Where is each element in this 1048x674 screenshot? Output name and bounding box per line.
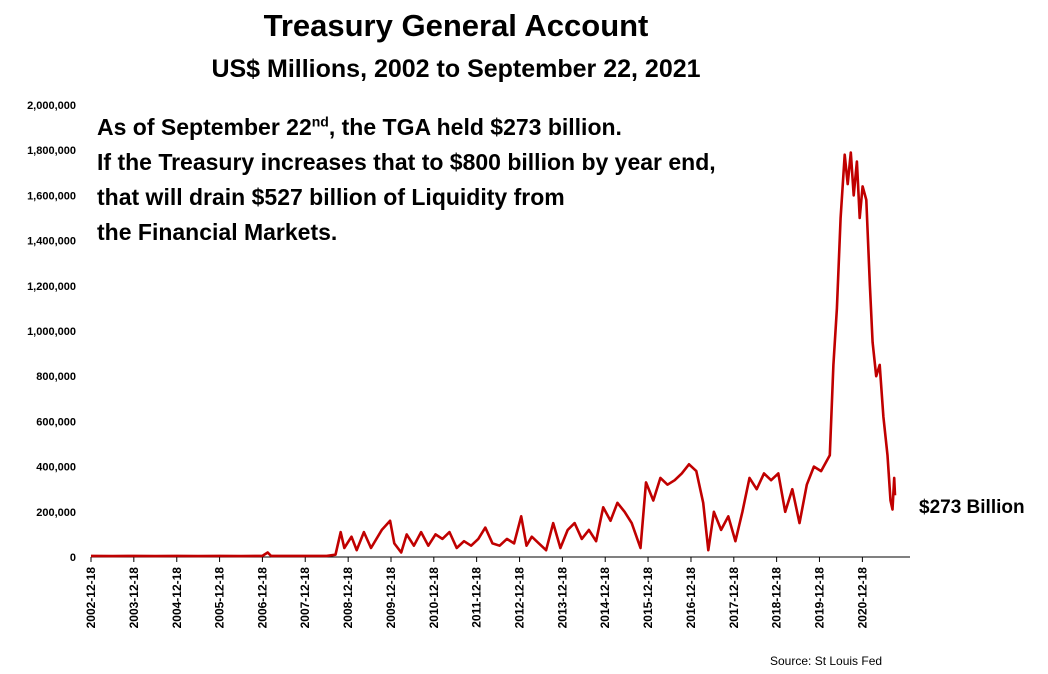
x-tick-label: 2011-12-18 [470,567,484,628]
y-tick-label: 1,600,000 [27,190,76,202]
x-tick-label: 2014-12-18 [598,567,612,629]
x-tick-label: 2015-12-18 [641,567,655,629]
series-layer [90,151,897,558]
chart-title: Treasury General Account [263,8,649,43]
y-tick-label: 1,800,000 [27,145,76,157]
y-tick-label: 600,000 [36,416,76,428]
y-tick-label: 400,000 [36,462,76,474]
x-tick-label: 2004-12-18 [170,567,184,629]
x-tick-label: 2005-12-18 [213,567,227,629]
y-tick-label: 0 [70,552,76,564]
annotation-ordinal-suffix: nd [311,113,329,130]
chart-subtitle: US$ Millions, 2002 to September 22, 2021 [211,55,701,83]
annotation-line-1-end: , the TGA held $273 billion. [328,114,622,140]
annotation-line-1-start: As of September 22 [97,114,312,140]
end-value-label: $273 Billion [919,497,1025,518]
source-note: Source: St Louis Fed [770,654,883,668]
y-tick-label: 1,400,000 [27,236,76,248]
x-axis: 2002-12-18 2003-12-18 2004-12-18 2005-12-18… [84,556,910,629]
y-axis: 0 200,000 400,000 600,000 800,000 1,000,000 1,… [27,100,76,564]
x-tick-label: 2009-12-18 [384,567,398,629]
x-tick-label: 2002-12-18 [84,567,98,629]
x-tick-label: 2008-12-18 [341,567,355,629]
annotation-line-2: If the Treasury increases that to $800 b… [97,149,716,175]
y-tick-label: 2,000,000 [27,100,76,112]
x-tick-label: 2010-12-18 [427,567,441,629]
annotation-line-4: the Financial Markets. [97,219,338,245]
x-tick-label: 2018-12-18 [770,567,784,629]
x-tick-label: 2013-12-18 [555,567,569,629]
x-tick-label: 2003-12-18 [127,567,141,629]
x-tick-label: 2019-12-18 [812,567,826,629]
x-tick-label: 2020-12-18 [855,567,869,629]
x-tick-label: 2016-12-18 [684,567,698,629]
annotation-line-1: As of September 22nd, the TGA held $273 … [97,110,716,145]
annotation-line-3: that will drain $527 billion of Liquidit… [97,184,565,210]
series-line [90,151,897,558]
annotation-text: As of September 22nd, the TGA held $273 … [97,110,716,250]
y-tick-label: 1,000,000 [27,326,76,338]
x-tick-label: 2017-12-18 [727,567,741,629]
y-tick-label: 1,200,000 [27,281,76,293]
y-tick-label: 200,000 [36,507,76,519]
x-tick-label: 2012-12-18 [513,567,527,629]
x-tick-label: 2007-12-18 [298,567,312,629]
x-tick-label: 2006-12-18 [255,567,269,629]
y-tick-label: 800,000 [36,371,76,383]
